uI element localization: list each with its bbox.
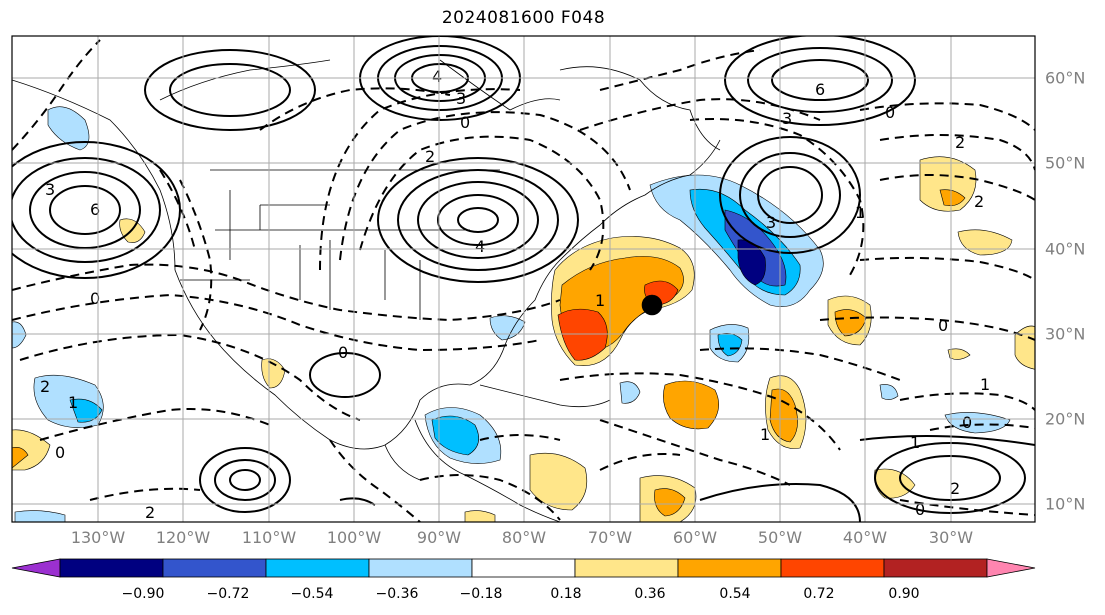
contour-label: 0 — [938, 316, 948, 335]
colorbar-tick-label: 0.36 — [634, 586, 666, 602]
lon-label: 130°W — [70, 528, 126, 547]
contour-label: 0 — [55, 443, 65, 462]
map-frame — [11, 35, 1036, 523]
gridlines — [12, 36, 1035, 522]
map-content: 4 3 0 2 6 3 2 0 1 1 0 6 4 3 2 0 1 3 2 0 … — [12, 36, 1035, 522]
contour-label: 2 — [40, 377, 50, 396]
colorbar-bin — [59, 558, 164, 578]
lon-label: 40°W — [842, 528, 888, 547]
colorbar-bin — [883, 558, 988, 578]
contour-label: 0 — [915, 500, 925, 519]
lon-label: 80°W — [501, 528, 547, 547]
colorbar-tick-label: 0.90 — [888, 586, 920, 602]
colorbar-bin — [162, 558, 267, 578]
lon-label: 110°W — [241, 528, 297, 547]
contour-label: 3 — [456, 89, 466, 108]
contour-label: 2 — [425, 147, 435, 166]
contour-label: 0 — [338, 343, 348, 362]
colorbar-tick-label: 0.54 — [719, 586, 751, 602]
lon-label: 60°W — [672, 528, 718, 547]
lon-label: 50°W — [757, 528, 803, 547]
lon-label: 120°W — [155, 528, 211, 547]
contour-label: 0 — [90, 289, 100, 308]
contour-label: 2 — [974, 192, 984, 211]
contour-label: 3 — [766, 213, 776, 232]
colorbar-bin — [780, 558, 885, 578]
colorbar-bin — [471, 558, 576, 578]
contour-label: 2 — [955, 133, 965, 152]
contour-label: 3 — [45, 180, 55, 199]
lat-label: 60°N — [1045, 68, 1086, 88]
contour-label: 1 — [595, 291, 605, 310]
contour-label: 2 — [950, 479, 960, 498]
lon-label: 100°W — [326, 528, 382, 547]
contour-label: 6 — [90, 200, 100, 219]
contour-label: 1 — [980, 375, 990, 394]
colorbar-tick-label: −0.72 — [206, 586, 250, 602]
colorbar-extend-high — [986, 558, 1036, 578]
contour-label: 0 — [962, 413, 972, 432]
lat-label: 50°N — [1045, 153, 1086, 173]
contour-label: 4 — [432, 67, 442, 86]
contour-label: 0 — [460, 113, 470, 132]
contour-label: 4 — [475, 237, 485, 256]
colorbar-bin — [265, 558, 370, 578]
contour-label: 2 — [145, 503, 155, 522]
colorbar-bin — [677, 558, 782, 578]
lat-label: 10°N — [1045, 494, 1086, 514]
contour-label: 3 — [782, 109, 792, 128]
contour-label: 1 — [68, 393, 78, 412]
lon-label: 30°W — [928, 528, 974, 547]
colorbar-bin — [368, 558, 473, 578]
colorbar-tick-label: −0.18 — [459, 586, 503, 602]
colorbar-tick-label: 0.18 — [550, 586, 582, 602]
map-title: 2024081600 F048 — [441, 8, 606, 28]
contour-label: 0 — [885, 103, 895, 122]
colorbar-tick-label: −0.36 — [375, 586, 419, 602]
colorbar-tick-label: −0.90 — [121, 586, 165, 602]
colorbar-bin — [574, 558, 679, 578]
contour-label: 6 — [815, 80, 825, 99]
contour-label: 1 — [855, 203, 865, 222]
lon-label: 70°W — [587, 528, 633, 547]
colorbar-tick-label: 0.72 — [803, 586, 835, 602]
lat-label: 20°N — [1045, 409, 1086, 429]
contour-label: 1 — [910, 433, 920, 452]
lon-label: 90°W — [416, 528, 462, 547]
colorbar-tick-label: −0.54 — [290, 586, 334, 602]
lat-label: 40°N — [1045, 239, 1086, 259]
colorbar — [11, 558, 1036, 578]
colorbar-extend-low — [11, 558, 61, 578]
contour-label: 1 — [760, 425, 770, 444]
contour-labels: 4 3 0 2 6 3 2 0 1 1 0 6 4 3 2 0 1 3 2 0 … — [40, 67, 990, 522]
lat-label: 30°N — [1045, 324, 1086, 344]
